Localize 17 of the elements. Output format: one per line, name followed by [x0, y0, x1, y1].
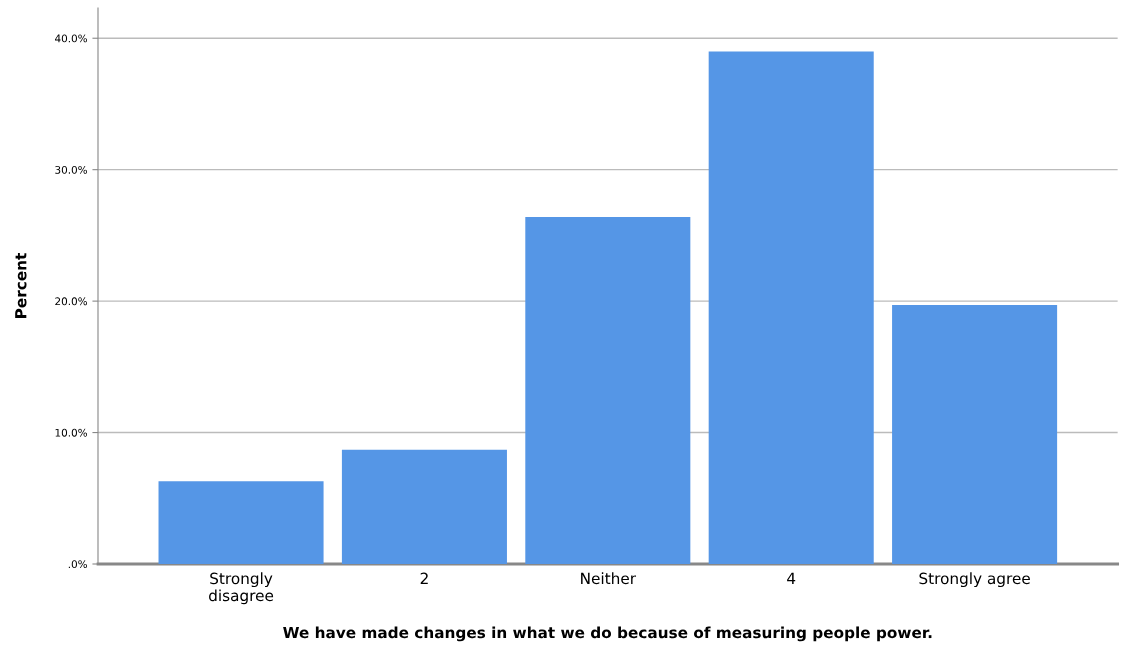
bar	[158, 481, 324, 564]
bar	[341, 449, 507, 564]
x-tick-label: 4	[787, 572, 796, 584]
x-tick-label: Strongly disagree	[209, 572, 274, 605]
bar	[892, 305, 1058, 564]
y-axis-title: Percent	[15, 253, 27, 318]
y-tick-label: .0%	[68, 560, 88, 569]
x-tick-label: Strongly agree	[919, 572, 1030, 588]
bar	[708, 51, 874, 564]
y-tick-label: 40.0%	[55, 34, 88, 43]
x-tick-label: 2	[420, 572, 428, 584]
bar	[525, 216, 691, 564]
x-tick-label: Neither	[581, 572, 637, 585]
y-tick-label: 20.0%	[55, 297, 88, 306]
y-tick-label: 30.0%	[55, 165, 88, 174]
y-tick-label: 10.0%	[55, 428, 88, 437]
x-axis-title: We have made changes in what we do because of measuring people power.	[283, 626, 932, 642]
